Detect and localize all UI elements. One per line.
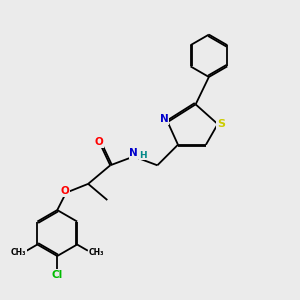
Text: O: O [94, 137, 103, 147]
Text: CH₃: CH₃ [88, 248, 104, 257]
Text: N: N [129, 148, 138, 158]
Text: Cl: Cl [52, 270, 63, 280]
Text: S: S [217, 119, 225, 129]
Text: O: O [60, 186, 69, 196]
Text: N: N [160, 114, 169, 124]
Text: H: H [140, 151, 147, 160]
Text: CH₃: CH₃ [11, 248, 26, 257]
